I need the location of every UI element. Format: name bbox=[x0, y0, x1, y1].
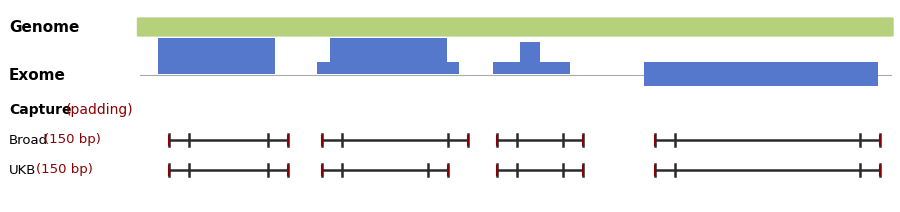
Bar bbox=[158, 62, 274, 74]
Text: Exome: Exome bbox=[9, 67, 66, 82]
Text: Capture: Capture bbox=[9, 103, 71, 117]
Bar bbox=[166, 38, 266, 74]
Bar bbox=[644, 62, 878, 86]
Text: (150 bp): (150 bp) bbox=[36, 163, 93, 177]
Bar bbox=[317, 62, 459, 74]
Text: (padding): (padding) bbox=[66, 103, 133, 117]
Text: (150 bp): (150 bp) bbox=[44, 134, 101, 146]
Text: UKB: UKB bbox=[9, 163, 36, 177]
Bar bbox=[158, 38, 274, 74]
Text: Broad: Broad bbox=[9, 134, 48, 146]
Bar bbox=[520, 42, 540, 74]
FancyBboxPatch shape bbox=[137, 17, 894, 37]
Bar bbox=[493, 62, 570, 74]
Bar bbox=[330, 38, 447, 74]
Text: Genome: Genome bbox=[9, 20, 79, 35]
